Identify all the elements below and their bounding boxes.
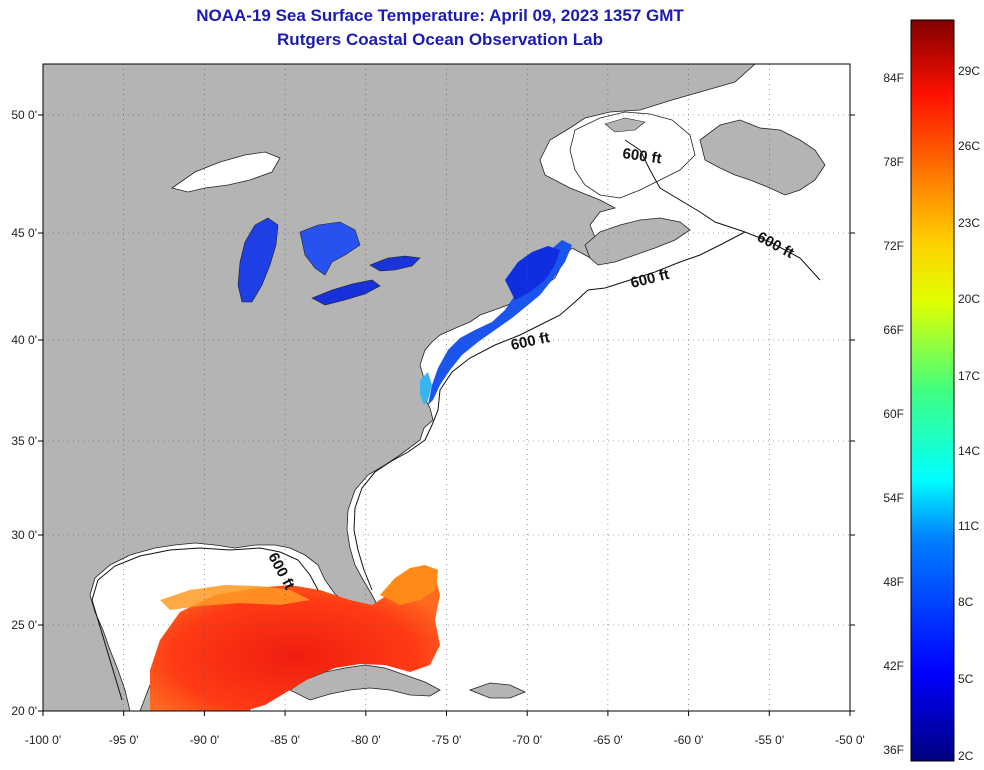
colorbar-f-label: 48F xyxy=(883,575,904,589)
colorbar-c-label: 14C xyxy=(958,444,980,458)
lat-tick-label: 30 0' xyxy=(11,528,37,542)
colorbar-f-label: 78F xyxy=(883,155,904,169)
lake-superior xyxy=(171,151,281,193)
nova-scotia-land xyxy=(584,217,691,266)
gulf-sst-warm xyxy=(150,575,440,711)
anticosti-island xyxy=(604,117,646,133)
colorbar-fahrenheit-labels: 36F 42F 48F 54F 60F 66F 72F 78F 84F xyxy=(883,71,904,757)
colorbar-celsius-labels: 2C 5C 8C 11C 14C 17C 20C 23C 26C 29C xyxy=(958,64,980,763)
colorbar-c-label: 8C xyxy=(958,595,974,609)
colorbar-c-label: 29C xyxy=(958,64,980,78)
lake-huron xyxy=(299,221,361,276)
colorbar-f-label: 84F xyxy=(883,71,904,85)
gulf-st-lawrence xyxy=(569,111,696,199)
isobath-label: 600 ft xyxy=(621,145,662,167)
map-subtitle: Rutgers Coastal Ocean Observation Lab xyxy=(277,30,603,49)
lake-ontario xyxy=(369,255,421,272)
lat-tick-label: 35 0' xyxy=(11,434,37,448)
north-america-land xyxy=(43,64,756,711)
lat-tick-label: 25 0' xyxy=(11,618,37,632)
lon-tick-label: -70 0' xyxy=(512,733,542,747)
newfoundland-land xyxy=(699,119,826,196)
lake-erie xyxy=(311,279,381,306)
colorbar-f-label: 66F xyxy=(883,323,904,337)
colorbar-f-label: 60F xyxy=(883,407,904,421)
lat-tick-label: 45 0' xyxy=(11,226,37,240)
colorbar-c-label: 23C xyxy=(958,216,980,230)
colorbar-c-label: 17C xyxy=(958,369,980,383)
colorbar-f-label: 42F xyxy=(883,659,904,673)
latitude-axis: 20 0' 25 0' 30 0' 35 0' 40 0' 45 0' 50 0' xyxy=(11,108,855,718)
gulf-north-sst xyxy=(160,585,310,610)
lon-tick-label: -55 0' xyxy=(754,733,784,747)
lat-tick-label: 40 0' xyxy=(11,333,37,347)
map-title: NOAA-19 Sea Surface Temperature: April 0… xyxy=(196,6,684,25)
colorbar-f-label: 36F xyxy=(883,743,904,757)
colorbar-c-label: 20C xyxy=(958,292,980,306)
colorbar-c-label: 2C xyxy=(958,749,974,763)
lon-tick-label: -50 0' xyxy=(835,733,865,747)
lon-tick-label: -80 0' xyxy=(351,733,381,747)
colorbar xyxy=(910,19,955,762)
lon-tick-label: -95 0' xyxy=(109,733,139,747)
florida-east-sst xyxy=(380,565,438,605)
chesapeake-sst xyxy=(420,372,432,405)
isobath-600ft xyxy=(91,139,821,701)
colorbar-c-label: 5C xyxy=(958,672,974,686)
lake-michigan xyxy=(237,217,279,303)
lon-tick-label: -90 0' xyxy=(190,733,220,747)
lon-tick-label: -65 0' xyxy=(593,733,623,747)
colorbar-c-label: 11C xyxy=(958,519,979,533)
colorbar-c-label: 26C xyxy=(958,139,980,153)
lon-tick-label: -75 0' xyxy=(432,733,462,747)
gulf-maine-sst xyxy=(505,246,560,300)
colorbar-f-label: 54F xyxy=(883,491,904,505)
lat-tick-label: 50 0' xyxy=(11,108,37,122)
lat-tick-label: 20 0' xyxy=(11,704,37,718)
lon-tick-label: -60 0' xyxy=(674,733,704,747)
cuba-land xyxy=(289,664,441,701)
longitude-axis: -100 0' -95 0' -90 0' -85 0' -80 0' -75 0' -70… xyxy=(25,711,865,747)
hispaniola-land xyxy=(468,682,527,699)
lon-tick-label: -100 0' xyxy=(25,733,61,747)
lon-tick-label: -85 0' xyxy=(270,733,300,747)
colorbar-f-label: 72F xyxy=(883,239,904,253)
